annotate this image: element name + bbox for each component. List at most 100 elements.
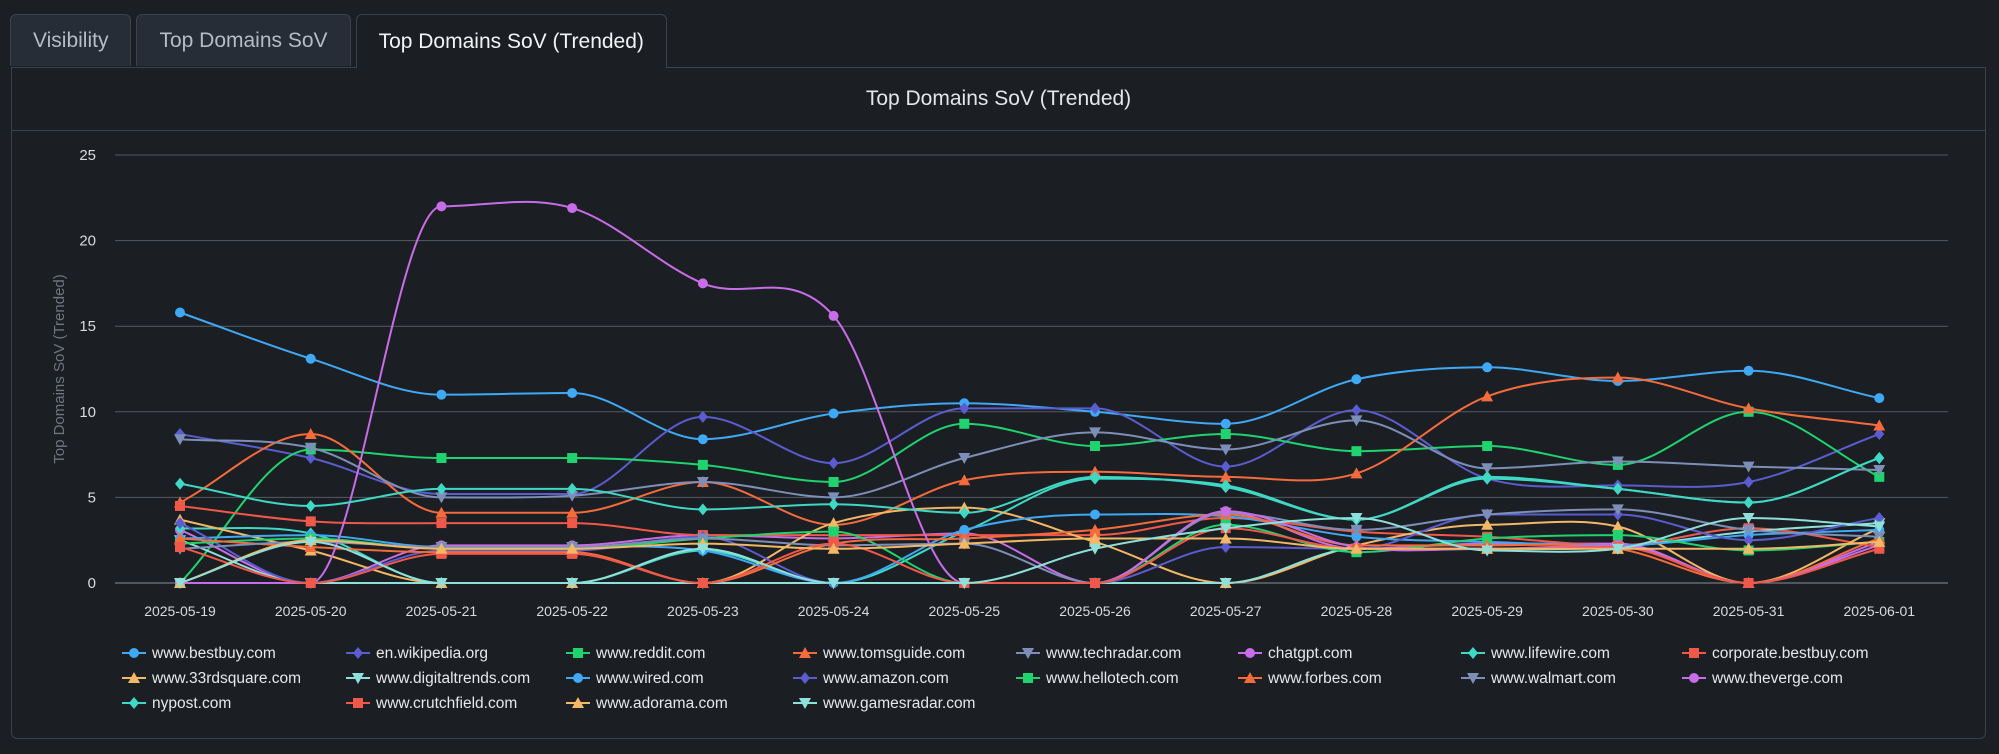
series-line xyxy=(179,457,1880,521)
x-tick-label: 2025-05-21 xyxy=(406,603,478,619)
data-point xyxy=(1612,482,1623,495)
data-point xyxy=(1874,393,1885,404)
data-point xyxy=(567,518,578,529)
data-point xyxy=(304,536,317,548)
x-tick-label: 2025-05-29 xyxy=(1451,603,1523,619)
data-point xyxy=(1874,471,1885,482)
data-point xyxy=(304,428,317,440)
data-point xyxy=(1220,460,1231,473)
data-point xyxy=(828,408,839,419)
legend-item: www.reddit.com xyxy=(566,645,705,662)
data-point xyxy=(436,453,447,464)
y-tick-label: 25 xyxy=(79,147,96,164)
legend-item: www.33rdsquare.com xyxy=(122,670,301,687)
data-point xyxy=(958,537,971,549)
data-point xyxy=(1482,533,1493,544)
legend-marker xyxy=(1244,672,1256,683)
data-point xyxy=(959,418,970,429)
data-point xyxy=(1481,518,1494,530)
data-point xyxy=(435,492,448,504)
legend-item: www.techradar.com xyxy=(1016,645,1181,662)
data-point xyxy=(1873,419,1886,431)
tab-top-domains-sov[interactable]: Top Domains SoV xyxy=(136,14,351,66)
data-point xyxy=(1220,429,1231,440)
y-tick-label: 0 xyxy=(88,575,96,592)
data-point xyxy=(566,542,579,554)
data-point xyxy=(1873,465,1886,477)
legend-label: www.digitaltrends.com xyxy=(375,670,530,687)
legend-item: www.crutchfield.com xyxy=(346,695,517,712)
data-point xyxy=(1742,542,1755,554)
data-point xyxy=(1219,523,1232,535)
data-point xyxy=(958,474,971,486)
series-1 xyxy=(175,402,1885,500)
data-point xyxy=(1350,467,1363,479)
data-point xyxy=(959,506,970,519)
legend-marker xyxy=(129,648,139,658)
data-point xyxy=(1482,362,1493,373)
data-point xyxy=(697,503,708,516)
series-16 xyxy=(175,452,1885,526)
legend-item: www.theverge.com xyxy=(1682,670,1843,687)
legend-marker xyxy=(1468,647,1478,659)
x-tick-label: 2025-05-23 xyxy=(667,603,739,619)
data-point xyxy=(958,453,971,465)
data-point xyxy=(1481,463,1494,475)
data-point xyxy=(697,578,708,588)
data-point xyxy=(1742,524,1755,536)
legend-item: en.wikipedia.org xyxy=(346,645,488,662)
data-point xyxy=(1219,444,1232,456)
data-point xyxy=(436,548,447,559)
data-point xyxy=(1611,504,1624,516)
data-point xyxy=(305,516,316,527)
x-tick-label: 2025-05-30 xyxy=(1582,603,1654,619)
data-point xyxy=(305,353,316,364)
x-tick-label: 2025-05-22 xyxy=(536,603,608,619)
x-tick-label: 2025-05-20 xyxy=(275,603,347,619)
data-point xyxy=(1351,374,1362,385)
tab-top-domains-sov-trended[interactable]: Top Domains SoV (Trended) xyxy=(355,14,667,68)
legend-label: en.wikipedia.org xyxy=(376,645,488,662)
legend-marker xyxy=(1022,648,1034,659)
legend-label: chatgpt.com xyxy=(1268,645,1352,662)
legend-label: www.theverge.com xyxy=(1711,670,1843,687)
data-point xyxy=(1219,578,1232,589)
data-point xyxy=(436,482,447,495)
series-line xyxy=(179,419,1880,499)
tab-visibility[interactable]: Visibility xyxy=(10,14,132,66)
x-tick-label: 2025-05-26 xyxy=(1059,603,1131,619)
data-point xyxy=(1350,524,1363,536)
data-point xyxy=(828,498,839,511)
series-line xyxy=(179,311,1880,441)
data-point xyxy=(567,548,578,559)
data-point xyxy=(567,387,578,398)
legend-marker xyxy=(1689,673,1699,683)
legend-marker xyxy=(800,672,810,684)
data-point xyxy=(828,476,839,487)
data-point xyxy=(959,402,970,415)
data-point xyxy=(567,482,578,495)
legend-label: www.crutchfield.com xyxy=(375,695,517,712)
series-line xyxy=(179,376,1880,526)
data-point xyxy=(175,307,185,318)
legend-label: www.reddit.com xyxy=(595,645,705,662)
y-axis-label: Top Domains SoV (Trended) xyxy=(51,274,68,464)
legend-label: www.gamesradar.com xyxy=(822,695,975,712)
data-point xyxy=(1743,475,1754,488)
data-point xyxy=(174,578,186,589)
data-point xyxy=(175,500,185,511)
data-point xyxy=(828,457,839,470)
legend-item: chatgpt.com xyxy=(1238,645,1352,662)
data-point xyxy=(567,203,578,214)
data-point xyxy=(1220,418,1231,429)
legend-label: www.walmart.com xyxy=(1490,670,1616,687)
series-line xyxy=(179,537,1880,584)
data-point xyxy=(1220,541,1231,554)
data-point xyxy=(436,518,447,529)
data-point xyxy=(1089,427,1101,439)
data-point xyxy=(567,453,578,464)
legend-marker xyxy=(799,698,811,709)
series-line xyxy=(180,200,1880,585)
legend-marker xyxy=(129,697,139,709)
legend-label: www.hellotech.com xyxy=(1045,670,1179,687)
